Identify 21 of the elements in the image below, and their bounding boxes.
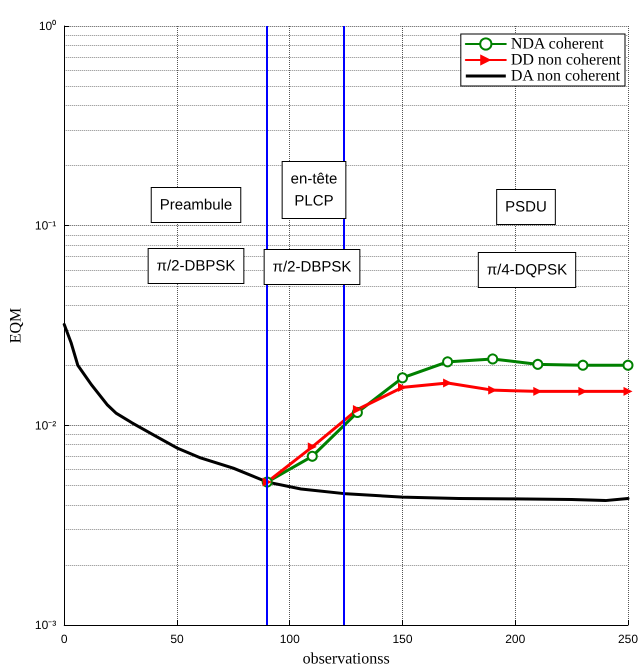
x-tick-label: 200 (505, 632, 526, 646)
x-tick-label: 150 (392, 632, 413, 646)
legend-label: DA non coherent (510, 68, 621, 84)
y-axis-title: EQM (8, 308, 24, 344)
y-tick-label: 10⁰ (38, 19, 56, 33)
annotation: en-tête PLCP (290, 170, 338, 210)
y-tick-label: 10⁻² (34, 418, 56, 432)
legend-label: NDA coherent (510, 36, 604, 52)
x-tick-label: 0 (60, 632, 68, 646)
x-tick-label: 250 (618, 632, 638, 646)
y-tick-label: 10⁻³ (34, 618, 56, 632)
annotation: π/4-DQPSK (486, 262, 568, 278)
annotation: PSDU (505, 198, 547, 216)
annotation: π/2-DBPSK (156, 258, 236, 274)
x-tick-label: 50 (170, 632, 184, 646)
x-axis-title: observationss (302, 650, 390, 668)
annotation: π/2-DBPSK (272, 258, 352, 276)
x-tick-label: 100 (280, 632, 300, 646)
y-tick-label: 10⁻¹ (34, 218, 56, 233)
legend-label: DD non coherent (510, 52, 622, 68)
annotation: Preambule (160, 196, 232, 214)
